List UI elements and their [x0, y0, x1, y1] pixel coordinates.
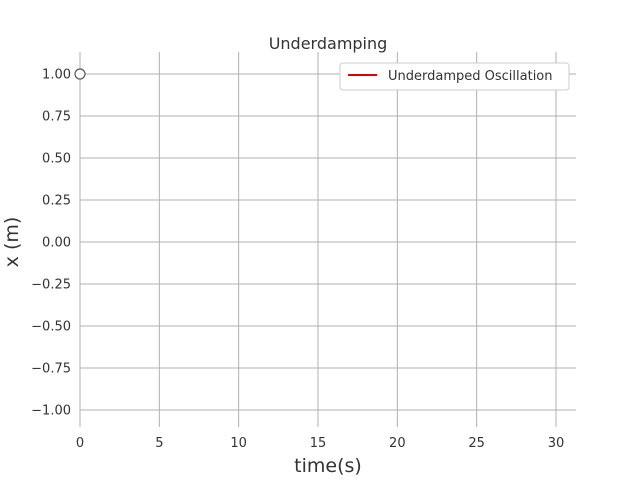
chart-title: Underdamping: [269, 34, 388, 53]
tick-labels: 0 5 10 15 20 25 30 1.00 0.75 0.50 0.25 0.00 −0.25 −0.…: [31, 68, 564, 452]
position-marker: [74, 68, 86, 80]
y-tick-label: 0.00: [42, 236, 71, 251]
x-tick-label: 5: [155, 436, 163, 451]
x-axis-label: time(s): [294, 455, 362, 477]
x-tick-label: 30: [548, 436, 565, 451]
y-tick-label: −0.75: [31, 362, 71, 377]
legend-label: Underdamped Oscillation: [388, 69, 553, 84]
x-tick-label: 25: [468, 436, 485, 451]
y-axis-label: x (m): [1, 217, 23, 268]
x-tick-label: 10: [230, 436, 247, 451]
y-tick-label: 0.25: [42, 194, 71, 209]
legend: Underdamped Oscillation: [339, 62, 570, 91]
grid: [79, 52, 576, 427]
markers: [74, 68, 86, 80]
y-tick-label: −0.50: [31, 320, 71, 335]
y-tick-label: −0.25: [31, 278, 71, 293]
x-tick-label: 0: [76, 436, 84, 451]
y-tick-label: −1.00: [31, 404, 71, 419]
x-tick-label: 15: [310, 436, 327, 451]
y-tick-label: 0.50: [42, 152, 71, 167]
y-tick-label: 1.00: [42, 68, 71, 83]
legend-box: [339, 62, 570, 91]
x-tick-label: 20: [389, 436, 406, 451]
y-tick-label: 0.75: [42, 110, 71, 125]
